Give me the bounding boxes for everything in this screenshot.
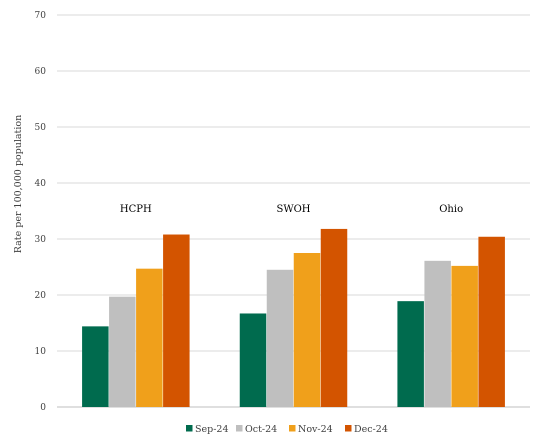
legend-swatch-dec-24 [345, 425, 352, 432]
category-label-ohio: Ohio [439, 204, 463, 215]
category-label-swoh: SWOH [276, 204, 310, 215]
bars [82, 228, 505, 407]
category-labels: HCPH SWOH Ohio [120, 204, 463, 215]
legend: Sep-24 Oct-24 Nov-24 Dec-24 [186, 424, 388, 435]
legend-label-nov-24: Nov-24 [298, 424, 333, 435]
legend-label-oct-24: Oct-24 [245, 424, 277, 435]
y-tick-label: 50 [35, 123, 47, 133]
gridlines [57, 14, 530, 408]
y-tick-label: 70 [35, 11, 47, 21]
legend-swatch-sep-24 [186, 425, 193, 432]
bar-swoh-oct-24 [266, 269, 294, 407]
y-tick-label: 0 [40, 403, 46, 413]
y-tick-label: 60 [35, 67, 47, 77]
legend-label-dec-24: Dec-24 [354, 424, 388, 435]
y-tick-label: 20 [35, 291, 47, 301]
y-tick-label: 30 [35, 235, 47, 245]
bar-ohio-sep-24 [397, 301, 424, 407]
y-tick-labels: 0 10 20 30 40 50 60 70 [35, 11, 47, 413]
bar-ohio-dec-24 [478, 236, 505, 407]
bar-swoh-sep-24 [239, 313, 267, 407]
bar-swoh-nov-24 [293, 253, 321, 407]
bar-ohio-nov-24 [451, 265, 478, 407]
bar-hcph-oct-24 [109, 296, 136, 407]
bar-swoh-dec-24 [320, 228, 348, 407]
y-tick-label: 40 [35, 179, 47, 189]
bar-hcph-dec-24 [163, 234, 190, 407]
bar-hcph-nov-24 [136, 268, 163, 407]
y-tick-label: 10 [35, 347, 47, 357]
category-label-hcph: HCPH [120, 204, 152, 215]
legend-label-sep-24: Sep-24 [195, 424, 229, 435]
legend-swatch-nov-24 [289, 425, 296, 432]
bar-hcph-sep-24 [82, 326, 109, 407]
legend-swatch-oct-24 [236, 425, 243, 432]
bar-ohio-oct-24 [424, 260, 451, 407]
y-axis-label: Rate per 100,000 population [13, 115, 24, 253]
